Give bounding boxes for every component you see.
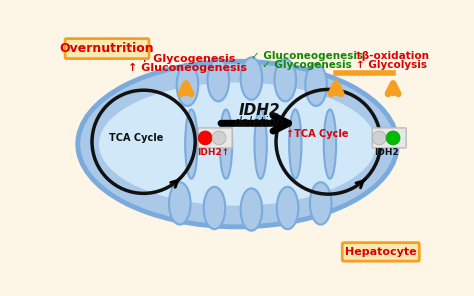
Ellipse shape <box>185 110 198 179</box>
Text: ↑ Gluconeogenesis: ↑ Gluconeogenesis <box>128 63 247 73</box>
Text: ↑ Glycolysis: ↑ Glycolysis <box>356 60 427 70</box>
Text: IDH2: IDH2 <box>238 104 280 118</box>
FancyBboxPatch shape <box>372 128 406 148</box>
FancyBboxPatch shape <box>65 38 149 59</box>
Ellipse shape <box>255 110 267 179</box>
Circle shape <box>372 131 386 145</box>
Ellipse shape <box>204 187 225 229</box>
Ellipse shape <box>169 182 191 225</box>
Text: Hepatocyte: Hepatocyte <box>345 247 417 257</box>
Circle shape <box>212 131 226 145</box>
FancyBboxPatch shape <box>342 243 419 261</box>
Text: ↑β-oxidation: ↑β-oxidation <box>354 51 429 61</box>
Text: Overnutrition: Overnutrition <box>59 42 154 55</box>
Ellipse shape <box>78 61 397 227</box>
Text: ✓ Glycogenesis: ✓ Glycogenesis <box>262 60 352 70</box>
Ellipse shape <box>220 110 232 179</box>
Text: ↑ Glycogenesis: ↑ Glycogenesis <box>140 54 235 65</box>
Ellipse shape <box>177 64 198 106</box>
Ellipse shape <box>241 57 262 100</box>
Text: ✓ Gluconeogenesis: ✓ Gluconeogenesis <box>251 51 363 61</box>
Text: deletion: deletion <box>234 116 284 129</box>
Ellipse shape <box>310 182 331 225</box>
Ellipse shape <box>241 188 262 231</box>
Circle shape <box>386 131 400 145</box>
FancyBboxPatch shape <box>198 128 232 148</box>
Ellipse shape <box>277 187 298 229</box>
Text: IDH2: IDH2 <box>374 148 399 157</box>
Ellipse shape <box>289 110 301 179</box>
Text: ↑TCA Cycle: ↑TCA Cycle <box>286 129 348 139</box>
Text: TCA Cycle: TCA Cycle <box>109 133 163 143</box>
Ellipse shape <box>208 59 229 101</box>
Circle shape <box>198 131 212 145</box>
Ellipse shape <box>274 59 296 101</box>
Ellipse shape <box>305 64 327 106</box>
FancyBboxPatch shape <box>55 30 431 269</box>
Ellipse shape <box>99 83 376 206</box>
Ellipse shape <box>324 110 336 179</box>
Text: IDH2↑: IDH2↑ <box>197 148 229 157</box>
